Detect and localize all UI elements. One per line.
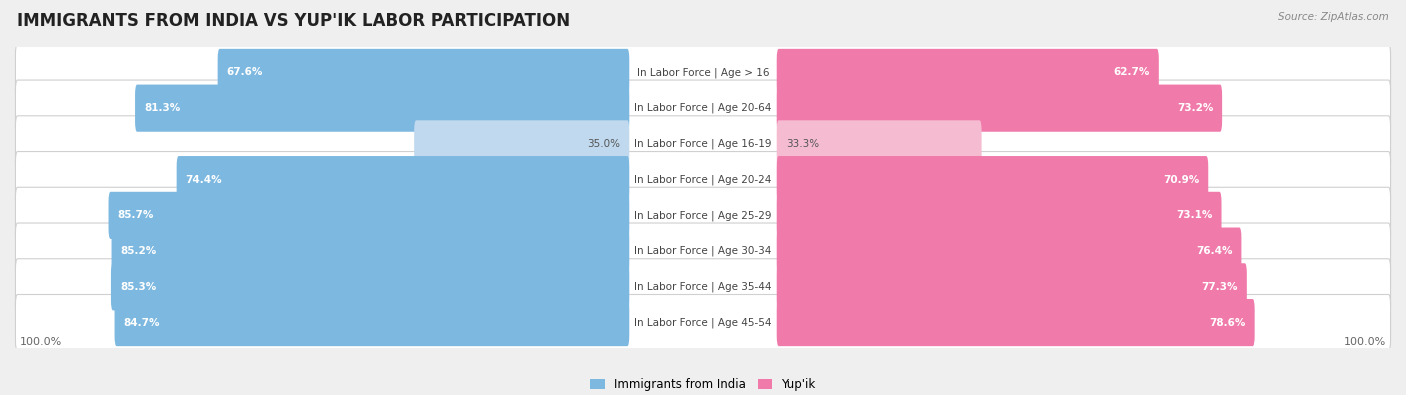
FancyBboxPatch shape [15,116,1391,172]
Text: 74.4%: 74.4% [186,175,222,184]
FancyBboxPatch shape [776,156,1208,203]
FancyBboxPatch shape [776,263,1247,310]
FancyBboxPatch shape [15,152,1391,208]
Text: In Labor Force | Age > 16: In Labor Force | Age > 16 [637,67,769,78]
Text: 76.4%: 76.4% [1197,246,1233,256]
FancyBboxPatch shape [15,223,1391,279]
Text: 78.6%: 78.6% [1209,318,1246,327]
Text: 77.3%: 77.3% [1201,282,1237,292]
Text: 67.6%: 67.6% [226,68,263,77]
Text: 73.1%: 73.1% [1177,211,1212,220]
FancyBboxPatch shape [218,49,630,96]
Text: In Labor Force | Age 35-44: In Labor Force | Age 35-44 [634,282,772,292]
Text: IMMIGRANTS FROM INDIA VS YUP'IK LABOR PARTICIPATION: IMMIGRANTS FROM INDIA VS YUP'IK LABOR PA… [17,12,569,30]
FancyBboxPatch shape [15,295,1391,351]
FancyBboxPatch shape [177,156,630,203]
Text: 35.0%: 35.0% [588,139,620,149]
FancyBboxPatch shape [776,192,1222,239]
Text: In Labor Force | Age 30-34: In Labor Force | Age 30-34 [634,246,772,256]
FancyBboxPatch shape [776,85,1222,132]
FancyBboxPatch shape [108,192,630,239]
Text: In Labor Force | Age 45-54: In Labor Force | Age 45-54 [634,317,772,328]
Text: In Labor Force | Age 20-64: In Labor Force | Age 20-64 [634,103,772,113]
FancyBboxPatch shape [776,228,1241,275]
Text: 100.0%: 100.0% [20,337,62,347]
Text: 33.3%: 33.3% [786,139,818,149]
Legend: Immigrants from India, Yup'ik: Immigrants from India, Yup'ik [586,373,820,395]
Text: 70.9%: 70.9% [1163,175,1199,184]
FancyBboxPatch shape [114,299,630,346]
FancyBboxPatch shape [776,299,1254,346]
FancyBboxPatch shape [111,228,630,275]
FancyBboxPatch shape [15,80,1391,136]
Text: 81.3%: 81.3% [143,103,180,113]
FancyBboxPatch shape [135,85,630,132]
FancyBboxPatch shape [776,120,981,167]
FancyBboxPatch shape [15,44,1391,100]
Text: 85.7%: 85.7% [118,211,153,220]
FancyBboxPatch shape [415,120,630,167]
Text: 85.2%: 85.2% [121,246,156,256]
Text: 73.2%: 73.2% [1177,103,1213,113]
Text: 85.3%: 85.3% [120,282,156,292]
Text: In Labor Force | Age 25-29: In Labor Force | Age 25-29 [634,210,772,221]
Text: Source: ZipAtlas.com: Source: ZipAtlas.com [1278,12,1389,22]
Text: 100.0%: 100.0% [1344,337,1386,347]
Text: In Labor Force | Age 20-24: In Labor Force | Age 20-24 [634,174,772,185]
Text: 84.7%: 84.7% [124,318,160,327]
Text: 62.7%: 62.7% [1114,68,1150,77]
Text: In Labor Force | Age 16-19: In Labor Force | Age 16-19 [634,139,772,149]
FancyBboxPatch shape [111,263,630,310]
FancyBboxPatch shape [776,49,1159,96]
FancyBboxPatch shape [15,187,1391,243]
FancyBboxPatch shape [15,259,1391,315]
